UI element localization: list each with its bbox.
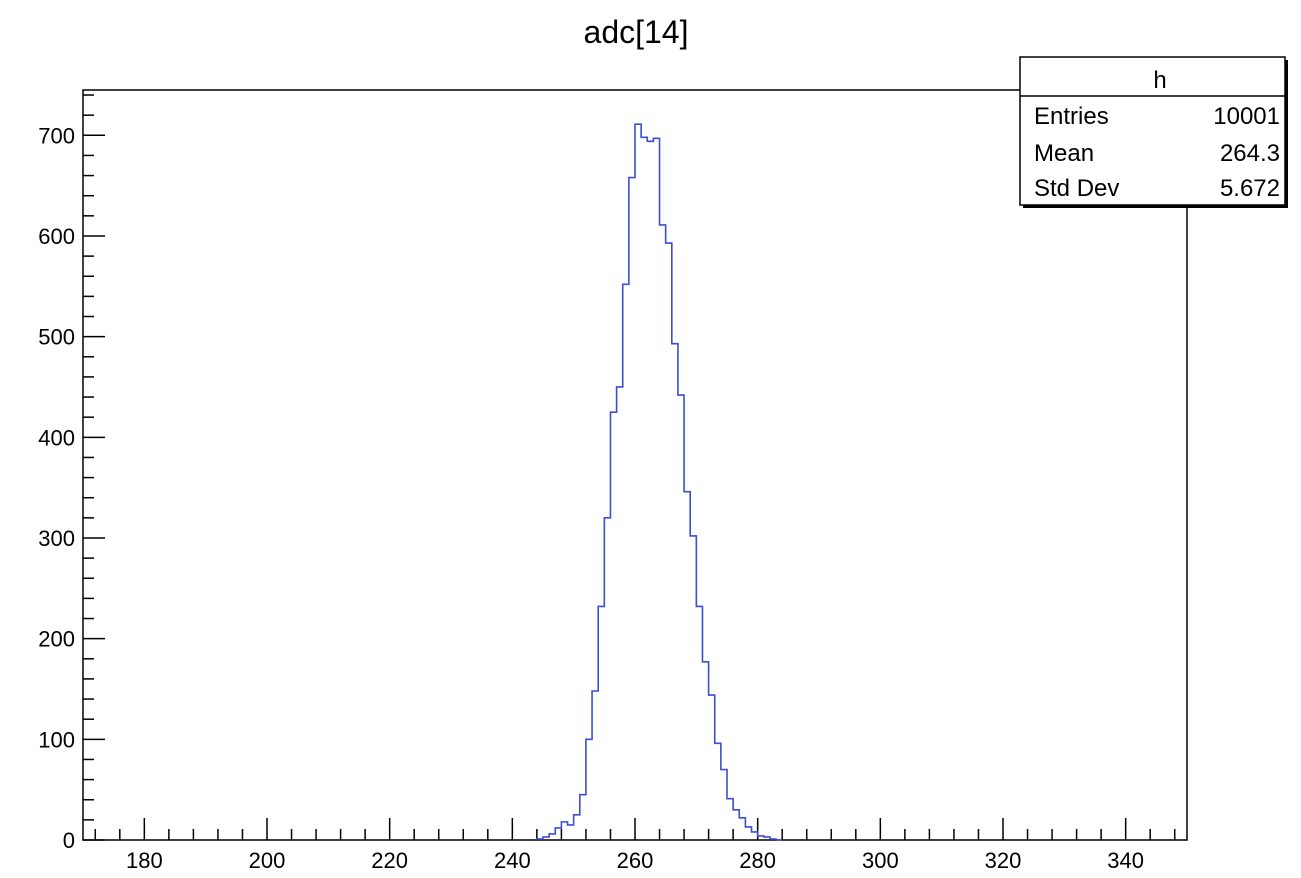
histogram-bin [690,536,696,840]
histogram-bin [739,818,745,840]
x-tick-label: 280 [739,848,776,873]
histogram-bin [758,836,764,840]
histogram-bin [574,815,580,840]
stats-stddev-label: Std Dev [1034,175,1119,202]
y-tick-labels: 0 100 200 300 400 500 600 700 [38,123,75,853]
stats-box: h Entries 10001 Mean 264.3 Std Dev 5.672 [1019,56,1288,208]
x-tick-label: 340 [1107,848,1144,873]
histogram-bin [770,839,776,840]
histogram-bin [647,141,653,840]
x-tick-label: 240 [494,848,531,873]
stats-stddev-value: 5.672 [1220,175,1280,202]
histogram-bin [623,284,629,840]
x-tick-label: 320 [985,848,1022,873]
histogram-step-line [536,123,783,841]
histogram-bin [586,739,592,840]
histogram-bin [733,810,739,840]
stats-box-frame [1019,56,1286,206]
histogram-bin [684,492,690,840]
histogram-bin [617,387,623,840]
axis-ticks [83,94,1176,841]
histogram-bin [629,178,635,840]
histogram-bin [672,344,678,840]
y-tick-label: 0 [63,828,75,853]
y-tick-label: 300 [38,526,75,551]
histogram-bin [660,225,666,840]
histogram-bin [543,837,549,840]
histogram-bin [745,827,751,840]
histogram-bin [537,839,543,840]
x-tick-label: 300 [862,848,899,873]
histogram-bin [678,395,684,840]
y-tick-label: 100 [38,727,75,752]
histogram-bin [641,137,647,840]
x-tick-label: 200 [249,848,286,873]
histogram-bin [752,832,758,840]
histogram-bin [727,799,733,840]
histogram-bin [580,795,586,840]
x-tick-label: 180 [126,848,163,873]
stats-entries-value: 10001 [1213,103,1280,130]
y-tick-label: 500 [38,325,75,350]
histogram-bin [721,770,727,840]
x-tick-labels: 180 200 220 240 260 280 300 320 340 [126,848,1144,873]
histogram-bin [555,828,561,840]
histogram-bin [635,124,641,840]
y-tick-label: 600 [38,224,75,249]
histogram-bins [537,124,776,840]
histogram-bin [561,822,567,840]
histogram-bin [764,837,770,840]
histogram-bin [568,825,574,840]
histogram-bin [702,662,708,840]
histogram-bin [598,606,604,840]
y-tick-label: 700 [38,123,75,148]
histogram-bin [709,695,715,840]
histogram-bin [696,606,702,840]
histogram-bin [715,743,721,840]
histogram-bin [549,834,555,840]
y-tick-label: 400 [38,425,75,450]
y-tick-label: 200 [38,627,75,652]
x-tick-label: 220 [371,848,408,873]
chart-title: adc[14] [584,14,689,50]
stats-entries-label: Entries [1034,103,1109,130]
histogram-bin [604,518,610,840]
histogram-bin [666,243,672,840]
x-tick-label: 260 [617,848,654,873]
stats-mean-value: 264.3 [1220,140,1280,167]
histogram-bin [592,691,598,840]
histogram-bin [653,138,659,840]
stats-mean-label: Mean [1034,140,1094,167]
stats-box-name: h [1153,67,1166,94]
histogram-bin [610,412,616,840]
